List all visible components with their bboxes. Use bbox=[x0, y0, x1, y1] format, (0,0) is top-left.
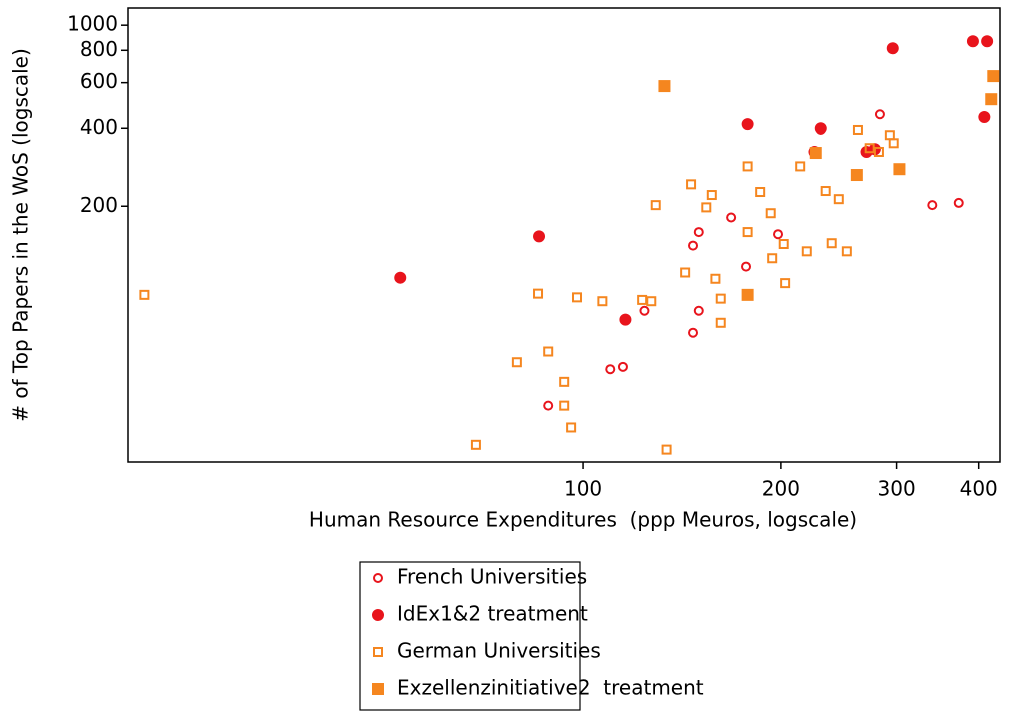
data-point bbox=[533, 288, 544, 299]
data-point bbox=[619, 313, 632, 326]
data-point bbox=[637, 294, 648, 305]
data-point bbox=[978, 111, 991, 124]
data-point bbox=[394, 271, 407, 284]
data-point bbox=[742, 227, 753, 238]
data-point bbox=[741, 288, 754, 301]
data-point bbox=[543, 400, 554, 411]
data-point bbox=[953, 197, 964, 208]
data-point bbox=[701, 202, 712, 213]
data-point bbox=[820, 186, 831, 197]
data-point bbox=[646, 296, 657, 307]
data-point bbox=[680, 267, 691, 278]
legend-marker bbox=[372, 609, 384, 621]
data-point bbox=[650, 200, 661, 211]
data-point bbox=[773, 229, 784, 240]
data-point bbox=[852, 124, 863, 135]
legend-label: German Universities bbox=[397, 639, 601, 663]
y-tick-label: 200 bbox=[80, 193, 118, 217]
data-point bbox=[597, 296, 608, 307]
data-point bbox=[765, 208, 776, 219]
legend-marker bbox=[372, 683, 384, 695]
legend-label: French Universities bbox=[397, 565, 587, 589]
data-point bbox=[767, 253, 778, 264]
data-point bbox=[985, 93, 998, 106]
y-tick-label: 1000 bbox=[67, 12, 118, 36]
data-point bbox=[511, 357, 522, 368]
data-point bbox=[693, 305, 704, 316]
x-tick-label: 200 bbox=[762, 477, 800, 501]
data-point bbox=[801, 246, 812, 257]
data-point bbox=[874, 109, 885, 120]
data-point bbox=[661, 444, 672, 455]
data-point bbox=[873, 146, 884, 157]
data-point bbox=[755, 187, 766, 198]
legend-label: IdEx1&2 treatment bbox=[397, 602, 588, 626]
y-tick-label: 800 bbox=[80, 37, 118, 61]
data-point bbox=[715, 317, 726, 328]
data-point bbox=[688, 240, 699, 251]
data-point bbox=[886, 42, 899, 55]
legend-label: Exzellenzinitiative2 treatment bbox=[397, 676, 704, 700]
data-point bbox=[966, 35, 979, 48]
data-point bbox=[572, 292, 583, 303]
data-point bbox=[888, 138, 899, 149]
data-point bbox=[639, 305, 650, 316]
plot-frame bbox=[127, 7, 1001, 463]
data-point bbox=[617, 361, 628, 372]
data-point bbox=[741, 261, 752, 272]
data-point bbox=[850, 169, 863, 182]
data-point bbox=[826, 238, 837, 249]
data-point bbox=[470, 439, 481, 450]
data-point bbox=[559, 376, 570, 387]
data-point bbox=[686, 179, 697, 190]
data-point bbox=[809, 147, 822, 160]
data-point bbox=[658, 80, 671, 93]
data-point bbox=[710, 273, 721, 284]
data-point bbox=[533, 230, 546, 243]
data-point bbox=[864, 143, 875, 154]
y-tick-label: 400 bbox=[80, 115, 118, 139]
data-point bbox=[726, 212, 737, 223]
data-point bbox=[814, 122, 827, 135]
data-point bbox=[559, 400, 570, 411]
data-point bbox=[688, 327, 699, 338]
x-tick-label: 400 bbox=[960, 477, 998, 501]
x-axis-label: Human Resource Expenditures (ppp Meuros,… bbox=[309, 508, 857, 532]
data-point bbox=[566, 422, 577, 433]
data-point bbox=[741, 118, 754, 131]
data-point bbox=[778, 239, 789, 250]
data-point bbox=[706, 190, 717, 201]
y-axis-label: # of Top Papers in the WoS (logscale) bbox=[9, 48, 33, 422]
data-point bbox=[795, 161, 806, 172]
y-tick-label: 600 bbox=[80, 69, 118, 93]
data-point bbox=[139, 289, 150, 300]
legend-marker bbox=[373, 647, 383, 657]
legend-marker bbox=[373, 573, 383, 583]
x-tick-label: 100 bbox=[564, 477, 602, 501]
data-point bbox=[893, 163, 906, 176]
legend-box bbox=[359, 561, 581, 711]
data-point bbox=[543, 346, 554, 357]
x-tick-label: 300 bbox=[878, 477, 916, 501]
data-point bbox=[780, 278, 791, 289]
data-point bbox=[605, 364, 616, 375]
data-point bbox=[742, 161, 753, 172]
data-point bbox=[715, 293, 726, 304]
data-point bbox=[927, 200, 938, 211]
data-point bbox=[841, 246, 852, 257]
data-point bbox=[981, 35, 994, 48]
data-point bbox=[693, 227, 704, 238]
data-point bbox=[833, 194, 844, 205]
data-point bbox=[987, 70, 1000, 83]
